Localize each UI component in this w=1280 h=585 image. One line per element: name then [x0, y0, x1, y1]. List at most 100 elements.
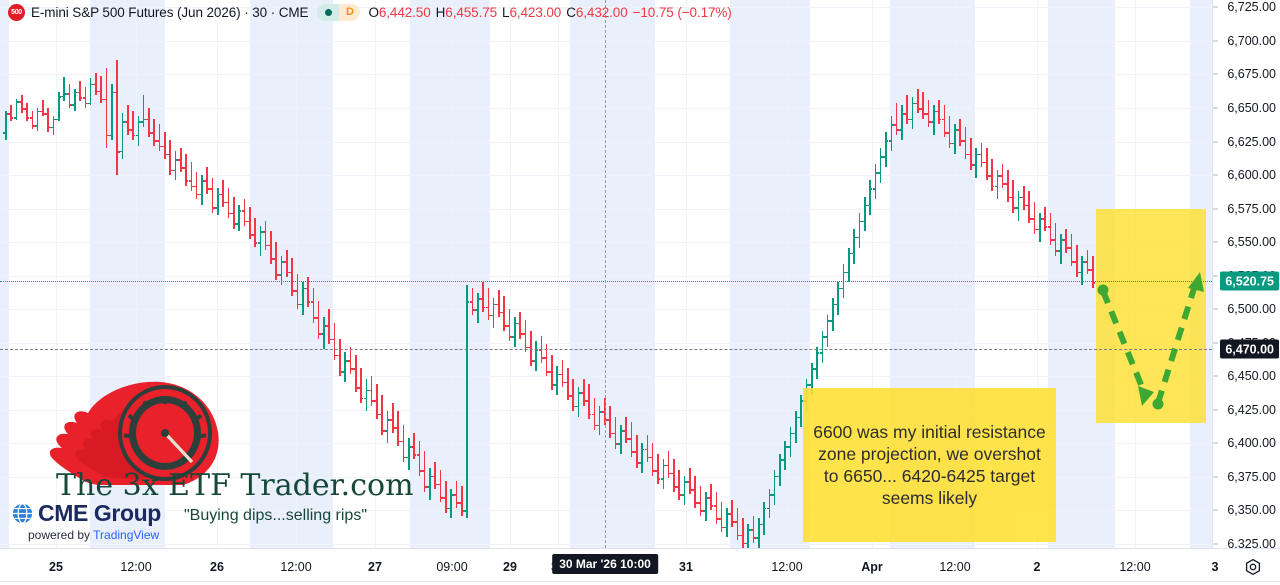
bar-open-tick: [660, 478, 664, 480]
bar-open-tick: [814, 368, 817, 370]
bar-open-tick: [337, 354, 340, 357]
chart-settings-icon[interactable]: [1244, 558, 1262, 576]
bar-range-line: [105, 67, 108, 149]
ohlc-bar: [989, 158, 995, 192]
bar-open-tick: [888, 140, 892, 142]
bar-range-line: [26, 102, 28, 122]
bar-close-tick: [472, 309, 475, 311]
bar-close-tick: [37, 110, 40, 113]
crosshair-time-label: 30 Mar '26 10:00: [552, 554, 658, 574]
horizontal-gridline: [0, 443, 1212, 445]
price-axis-tick: 6,450.00: [1227, 369, 1276, 384]
bar-close-tick: [679, 494, 682, 496]
ohlc-bar: [952, 124, 958, 154]
bar-open-tick: [946, 132, 950, 134]
bar-open-tick: [1015, 207, 1019, 209]
projection-up-arrow[interactable]: [1152, 272, 1205, 410]
bar-range-line: [651, 443, 654, 476]
bar-open-tick: [1090, 268, 1093, 271]
ohlc-bar: [602, 397, 608, 425]
interval-badge[interactable]: D: [339, 3, 361, 21]
vertical-gridline: [136, 0, 137, 548]
symbol-title[interactable]: E-mini S&P 500 Futures (Jun 2026) · 30 ·…: [31, 4, 309, 20]
bar-open-tick: [66, 93, 70, 95]
bar-range-line: [609, 405, 612, 438]
bar-open-tick: [570, 395, 573, 397]
ohlc-bar: [209, 177, 215, 213]
bar-close-tick: [382, 429, 385, 432]
bar-close-tick: [758, 523, 762, 526]
ohlc-bar: [957, 118, 963, 146]
market-status-group[interactable]: D: [317, 3, 361, 21]
ohlc-bar: [718, 502, 725, 532]
ohlc-bar: [453, 480, 459, 508]
ohlc-bar: [384, 411, 390, 444]
ohlc-bar: [522, 319, 528, 353]
bar-close-tick: [694, 502, 698, 504]
bar-close-tick: [1034, 228, 1037, 231]
projection-down-arrow[interactable]: [1097, 284, 1155, 407]
bar-range-line: [201, 175, 203, 205]
bar-range-line: [927, 99, 930, 127]
bar-range-line: [885, 132, 887, 167]
bar-open-tick: [246, 220, 250, 223]
bar-open-tick: [204, 180, 208, 183]
ohlc-bar: [793, 411, 799, 444]
bar-open-tick: [565, 381, 568, 384]
horizontal-gridline: [0, 409, 1212, 411]
bar-close-tick: [663, 464, 666, 467]
bar-close-tick: [583, 400, 587, 403]
bar-close-tick: [265, 244, 268, 247]
ohlc-bar: [310, 287, 316, 323]
bar-range-line: [429, 467, 431, 500]
bar-open-tick: [517, 322, 520, 325]
bar-open-tick: [808, 384, 812, 386]
bar-open-tick: [697, 502, 701, 504]
projection-arrows[interactable]: [0, 0, 1212, 548]
bar-close-tick: [201, 180, 205, 183]
ohlc-bar: [474, 293, 481, 323]
bar-open-tick: [692, 488, 695, 491]
bar-close-tick: [185, 180, 189, 183]
bar-open-tick: [612, 432, 616, 435]
price-axis-tick-mark: [1213, 73, 1218, 75]
ohlc-bar: [156, 124, 162, 151]
ohlc-bar: [782, 440, 788, 471]
ohlc-bar: [77, 81, 83, 102]
bar-range-line: [567, 368, 569, 401]
bar-close-tick: [970, 164, 974, 166]
open-label: O: [368, 4, 379, 20]
bar-open-tick: [973, 164, 976, 166]
bar-range-line: [307, 277, 309, 307]
price-axis[interactable]: 6,725.00 6,700.00 6,675.00 6,650.00 6,625.00…: [1212, 0, 1280, 551]
ohlc-bar: [575, 387, 581, 417]
ohlc-bar: [257, 226, 263, 256]
bar-range-line: [455, 480, 458, 508]
bar-close-tick: [413, 454, 417, 456]
time-axis[interactable]: 2512:002612:002709:0029303112:00Apr12:00…: [0, 548, 1280, 585]
bar-close-tick: [859, 220, 862, 223]
ohlc-bar: [596, 405, 603, 436]
bar-range-line: [217, 188, 219, 216]
price-axis-tick: 6,650.00: [1227, 100, 1276, 115]
bar-range-line: [1038, 212, 1041, 243]
bar-open-tick: [702, 510, 706, 513]
bar-open-tick: [861, 220, 865, 223]
price-axis-tick-mark: [1213, 107, 1218, 109]
bar-close-tick: [1007, 196, 1011, 199]
bar-open-tick: [1074, 260, 1077, 263]
bar-open-tick: [978, 153, 982, 156]
price-axis-tick-mark: [1213, 40, 1218, 42]
bar-open-tick: [1005, 183, 1008, 185]
ohlc-bar: [1036, 212, 1043, 243]
chart-plot-area[interactable]: The 3x ETF Trader.com "Buying dips...sel…: [0, 0, 1212, 548]
ohlc-bar: [432, 462, 438, 489]
bar-range-line: [1060, 234, 1062, 264]
bar-open-tick: [840, 287, 844, 290]
bar-close-tick: [450, 494, 454, 496]
bar-close-tick: [546, 370, 550, 373]
bar-open-tick: [549, 370, 552, 373]
chart-annotation-note[interactable]: 6600 was my initial resistance zone proj…: [803, 388, 1056, 542]
bar-close-tick: [116, 150, 120, 153]
time-axis-tick: 12:00: [1119, 560, 1151, 574]
